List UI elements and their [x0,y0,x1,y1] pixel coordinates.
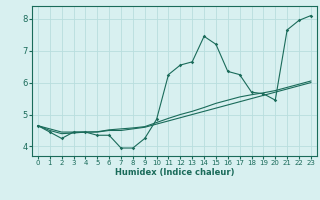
X-axis label: Humidex (Indice chaleur): Humidex (Indice chaleur) [115,168,234,177]
